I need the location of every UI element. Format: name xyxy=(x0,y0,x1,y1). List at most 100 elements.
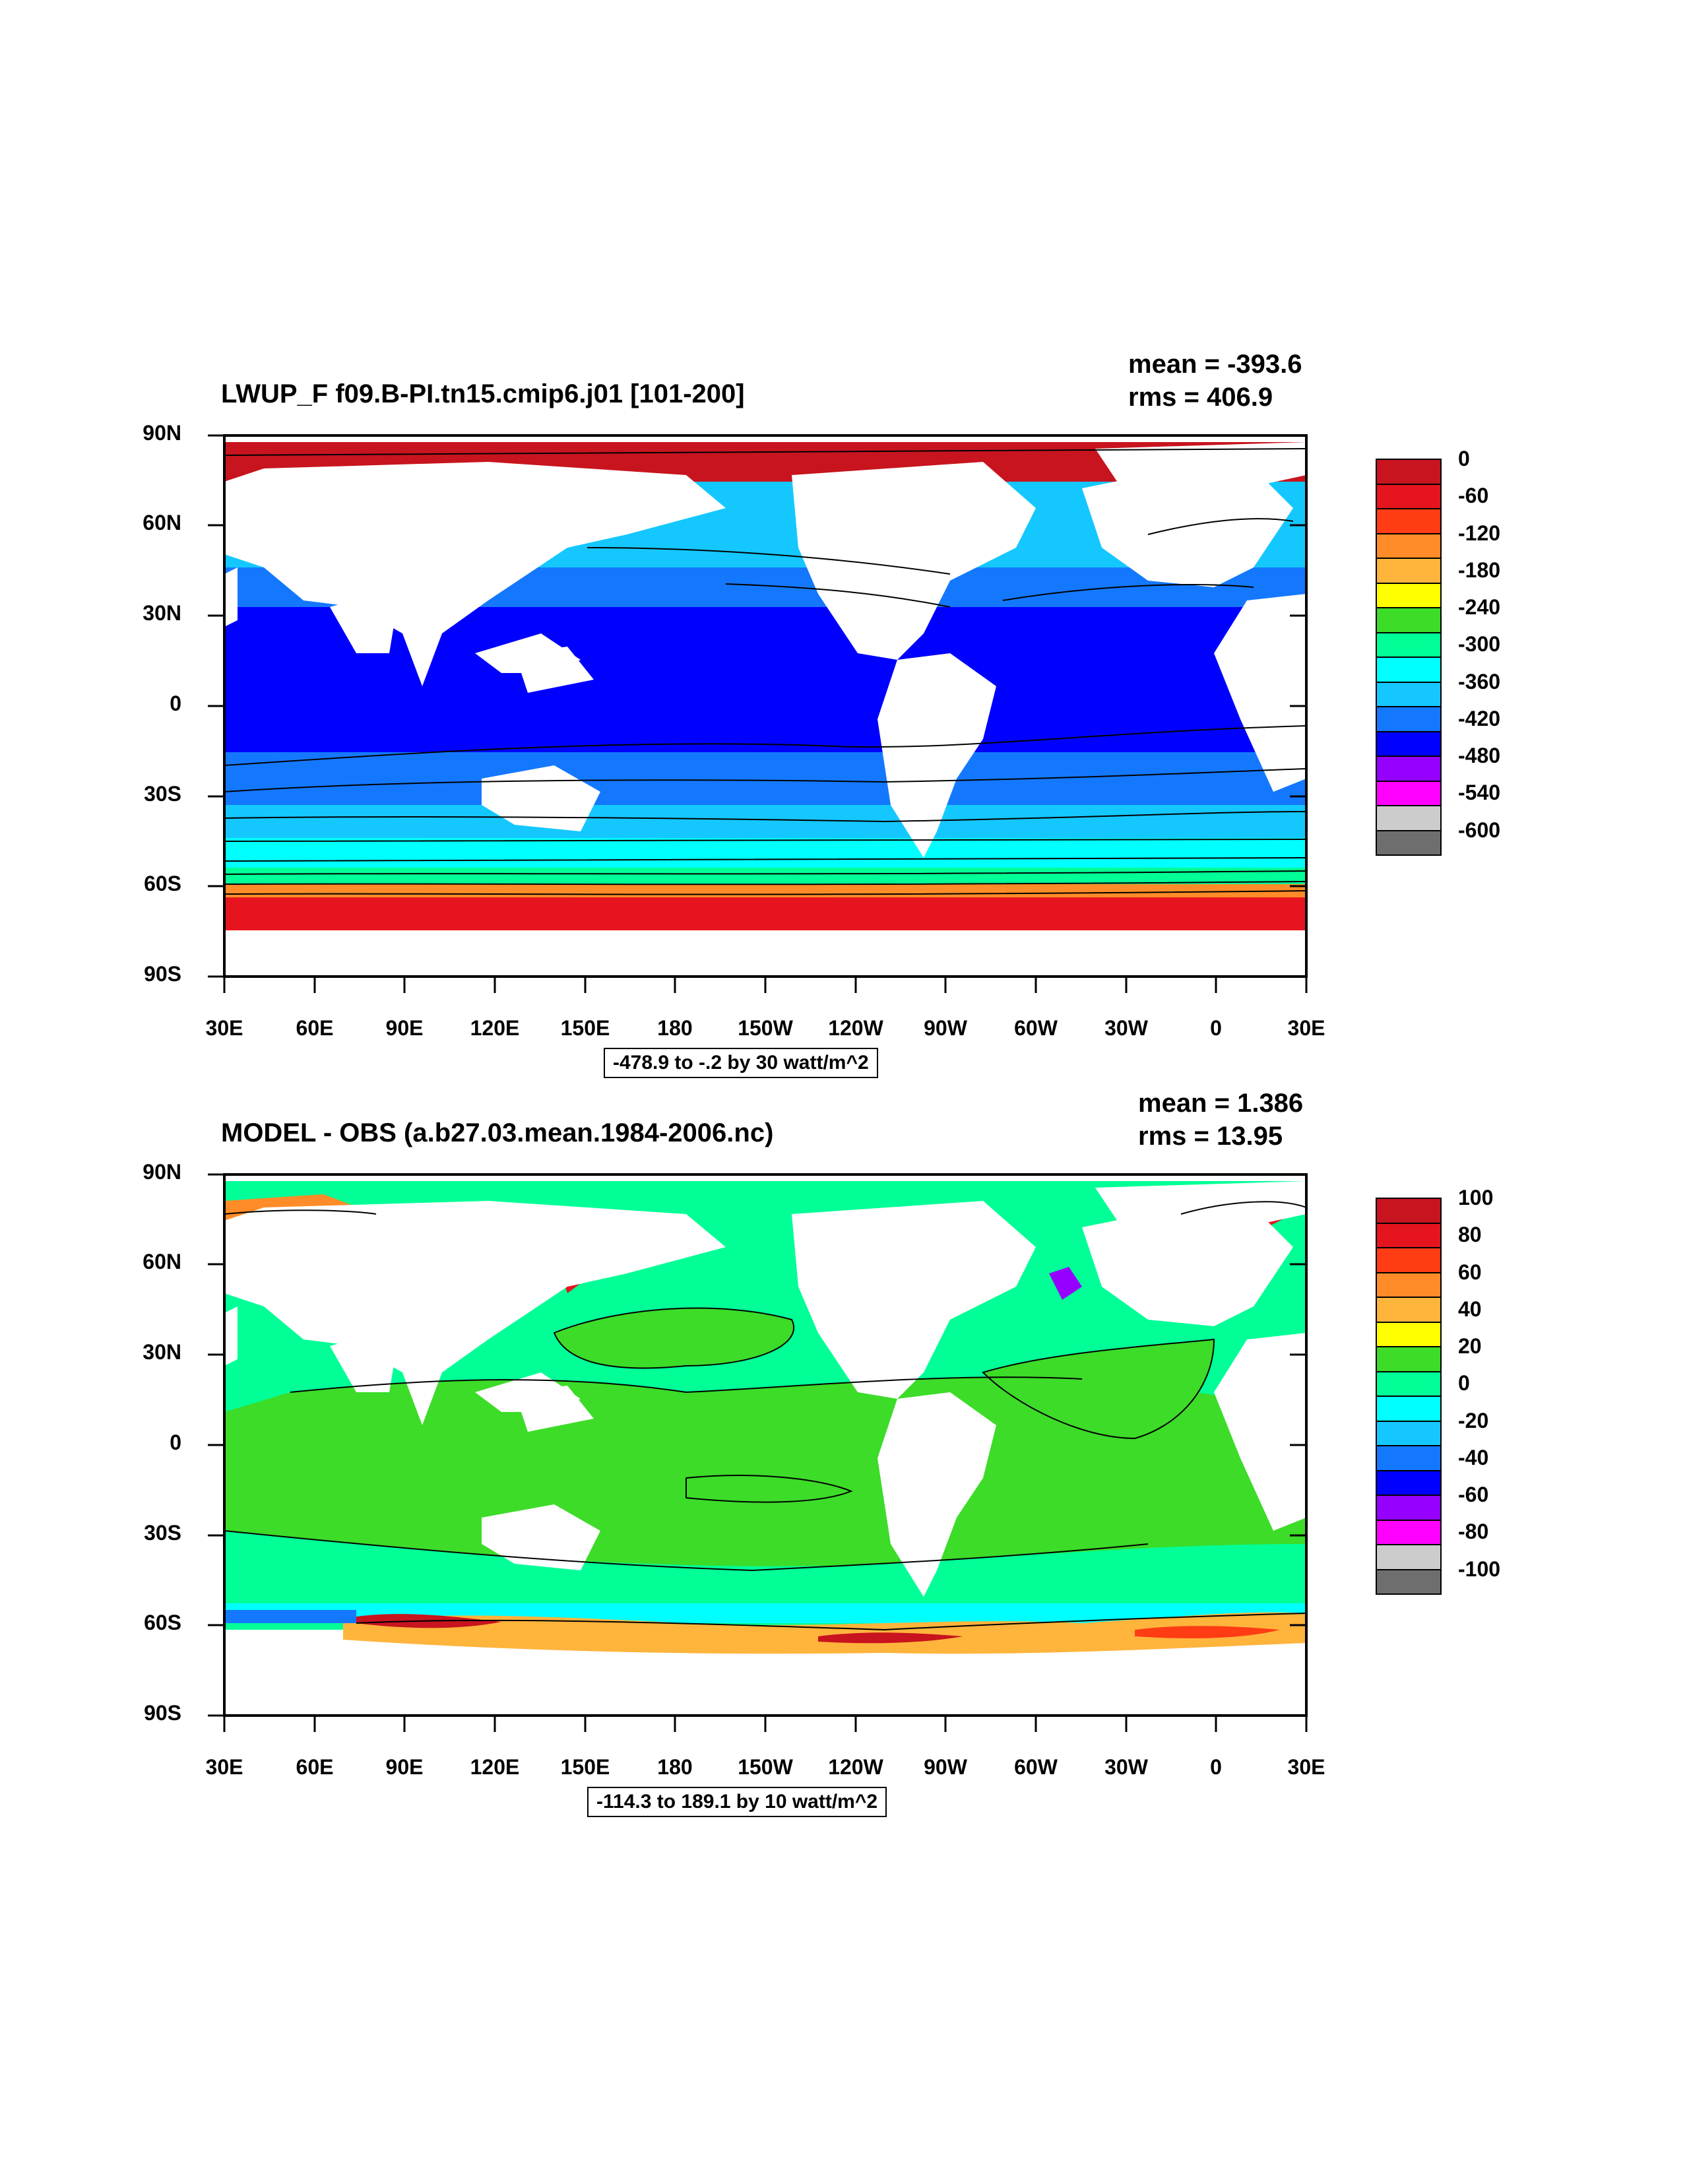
lat-label: 60S xyxy=(144,872,181,895)
colorbar-label: -20 xyxy=(1458,1408,1489,1432)
lat-label: 60N xyxy=(143,511,181,534)
colorbar-swatch xyxy=(1376,1396,1442,1422)
lon-label: 150W xyxy=(738,1016,793,1040)
lon-label: 30W xyxy=(1104,1755,1148,1779)
colorbar-swatch xyxy=(1376,1271,1442,1298)
colorbar-swatch xyxy=(1376,1321,1442,1347)
colorbar-swatch xyxy=(1376,1247,1442,1273)
lat-label: 90S xyxy=(144,962,181,986)
rms-label: rms = 406.9 xyxy=(1128,383,1273,412)
lon-label: 90W xyxy=(924,1755,967,1779)
colorbar-swatch xyxy=(1376,1494,1442,1521)
colorbar-swatch xyxy=(1376,1445,1442,1471)
mean-label: mean = -393.6 xyxy=(1128,350,1302,379)
colorbar-swatch xyxy=(1376,483,1442,509)
land-mask xyxy=(224,442,1306,858)
contour-range-box: -478.9 to -.2 by 30 watt/m^2 xyxy=(604,1048,878,1078)
lon-label: 150E xyxy=(560,1016,610,1040)
lon-label: 90E xyxy=(385,1755,424,1779)
colorbar-swatch xyxy=(1376,805,1442,831)
lat-label: 30N xyxy=(143,601,181,625)
lon-label: 180 xyxy=(657,1016,693,1040)
colorbar-label: -360 xyxy=(1458,669,1501,693)
colorbar-swatch xyxy=(1376,1198,1442,1224)
colorbar-swatch xyxy=(1376,730,1442,757)
lon-label: 0 xyxy=(1210,1016,1222,1040)
lat-label: 30S xyxy=(144,782,181,806)
colorbar-swatch xyxy=(1376,607,1442,633)
colorbar-swatch xyxy=(1376,780,1442,806)
mean-label: mean = 1.386 xyxy=(1138,1089,1304,1118)
lat-label: 60S xyxy=(144,1611,181,1634)
lon-label: 30W xyxy=(1104,1016,1148,1040)
lat-label: 90S xyxy=(144,1701,181,1725)
lat-label: 90N xyxy=(143,1160,181,1184)
colorbar-label: -240 xyxy=(1458,595,1501,619)
lon-label: 150W xyxy=(738,1755,793,1779)
colorbar-swatch xyxy=(1376,582,1442,608)
colorbar-label: -80 xyxy=(1458,1520,1489,1544)
panel-title: MODEL - OBS (a.b27.03.mean.1984-2006.nc) xyxy=(221,1118,774,1147)
lon-label: 60E xyxy=(296,1016,334,1040)
colorbar-swatch xyxy=(1376,829,1442,856)
colorbar-swatch xyxy=(1376,1519,1442,1545)
lon-label: 150E xyxy=(560,1755,610,1779)
lon-label: 60W xyxy=(1014,1016,1058,1040)
colorbar-swatch xyxy=(1376,657,1442,683)
axis-ticks xyxy=(208,434,1308,993)
lon-label: 0 xyxy=(1210,1755,1222,1779)
contour-lines xyxy=(224,448,1307,895)
colorbar-swatch xyxy=(1376,755,1442,782)
lon-label: 60W xyxy=(1014,1755,1058,1779)
lat-label: 0 xyxy=(170,691,181,715)
lat-label: 30N xyxy=(143,1340,181,1364)
contour-range-box: -114.3 to 189.1 by 10 watt/m^2 xyxy=(587,1787,887,1817)
map-plot xyxy=(208,1173,1308,1732)
colorbar-swatch xyxy=(1376,558,1442,584)
colorbar-label: -60 xyxy=(1458,1483,1489,1506)
lon-label: 120E xyxy=(470,1755,520,1779)
colorbar-label: -420 xyxy=(1458,706,1501,730)
colorbar-label: -480 xyxy=(1458,744,1501,767)
lon-label: 30E xyxy=(205,1755,243,1779)
colorbar-label: -40 xyxy=(1458,1445,1489,1469)
colorbar-label: 0 xyxy=(1458,447,1470,470)
lon-label: 30E xyxy=(1287,1755,1325,1779)
panel-model-minus-obs: MODEL - OBS (a.b27.03.mean.1984-2006.nc)… xyxy=(0,1082,1689,1821)
colorbar-label: 100 xyxy=(1458,1186,1494,1209)
lon-label: 120W xyxy=(828,1016,883,1040)
colorbar-swatch xyxy=(1376,706,1442,732)
colorbar-swatch xyxy=(1376,1370,1442,1397)
colorbar-swatch xyxy=(1376,1420,1442,1446)
lon-label: 30E xyxy=(1287,1016,1325,1040)
colorbar-label: -60 xyxy=(1458,484,1489,508)
lon-label: 30E xyxy=(205,1016,243,1040)
colorbar-swatch xyxy=(1376,681,1442,707)
lon-label: 120E xyxy=(470,1016,520,1040)
lon-label: 90W xyxy=(924,1016,967,1040)
colorbar-label: 60 xyxy=(1458,1260,1482,1284)
lat-label: 90N xyxy=(143,421,181,445)
colorbar-label: -100 xyxy=(1458,1557,1501,1581)
colorbar-swatch xyxy=(1376,1469,1442,1496)
rms-label: rms = 13.95 xyxy=(1138,1122,1283,1151)
contour-lines xyxy=(224,1201,1307,1631)
lon-label: 180 xyxy=(657,1755,693,1779)
colorbar-label: 20 xyxy=(1458,1334,1482,1358)
colorbar-label: 40 xyxy=(1458,1297,1482,1321)
colorbar-label: 80 xyxy=(1458,1223,1482,1247)
colorbar-swatch xyxy=(1376,532,1442,559)
colorbar-label: -540 xyxy=(1458,781,1501,805)
colorbar-swatch xyxy=(1376,1297,1442,1323)
colorbar-swatch xyxy=(1376,1544,1442,1570)
lon-label: 90E xyxy=(385,1016,424,1040)
colorbar-swatch xyxy=(1376,459,1442,485)
colorbar-label: -120 xyxy=(1458,521,1501,545)
colorbar-swatch xyxy=(1376,1222,1442,1248)
axis-ticks xyxy=(208,1173,1308,1732)
colorbar-label: -300 xyxy=(1458,632,1501,657)
colorbar-label: -600 xyxy=(1458,818,1501,842)
lon-label: 60E xyxy=(296,1755,334,1779)
colorbar-swatch xyxy=(1376,1346,1442,1372)
panel-title: LWUP_F f09.B-PI.tn15.cmip6.j01 [101-200] xyxy=(221,379,745,408)
